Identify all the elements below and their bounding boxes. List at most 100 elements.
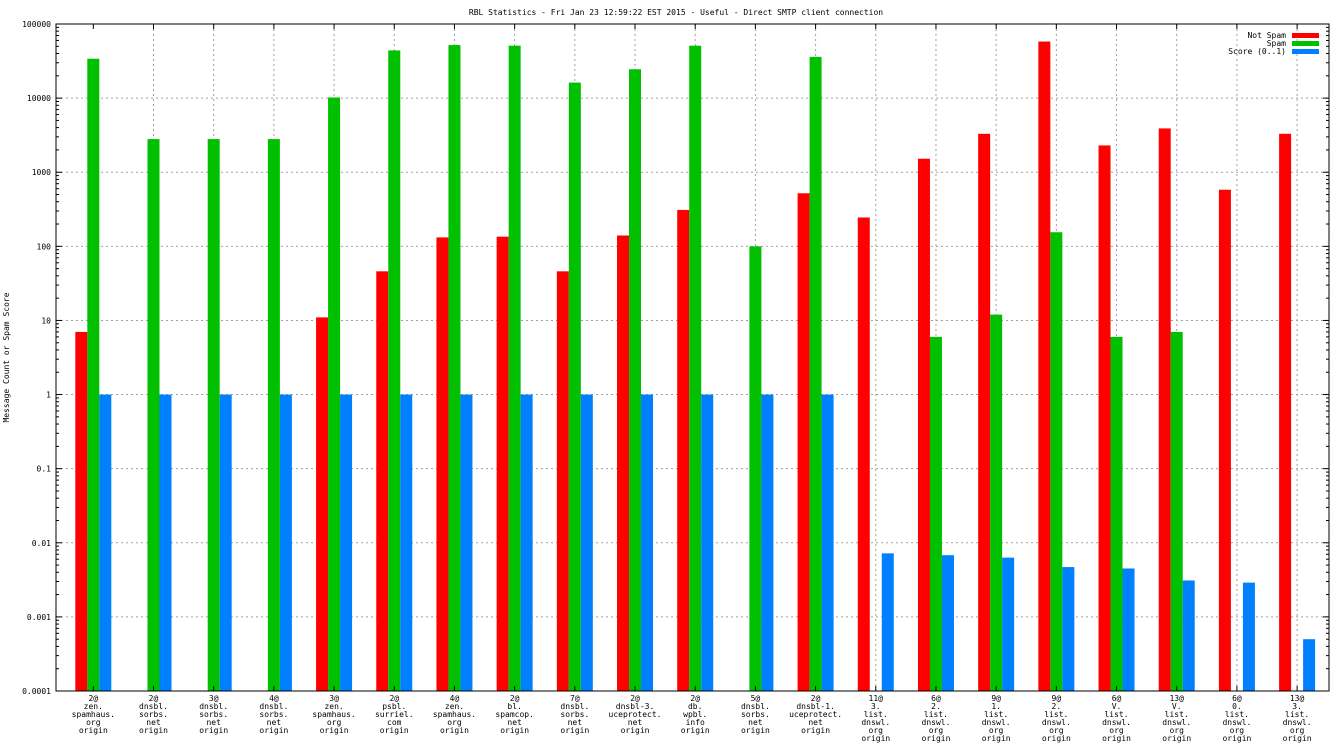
bar-not-spam [978, 133, 991, 692]
y-tick-label: 0.0001 [22, 687, 51, 696]
plot-frame [55, 23, 1330, 692]
y-tick-label: 10 [41, 316, 51, 325]
x-tick-label-line: origin [982, 734, 1011, 743]
x-tick-label-line: origin [259, 726, 288, 735]
x-tick-label-line: spamhaus. [312, 710, 355, 719]
x-tick-label-line: origin [1162, 734, 1191, 743]
bar-spam [1170, 331, 1183, 691]
x-tick-label-line: spamcop. [495, 710, 534, 719]
bar-score [941, 555, 954, 691]
x-tick-label-line: sorbs. [741, 710, 770, 719]
bar-spam [328, 97, 341, 691]
x-tick-label-line: org [447, 718, 462, 727]
bar-not-spam [677, 209, 690, 691]
x-tick-label-line: org [929, 726, 944, 735]
x-tick-label-line: origin [380, 726, 409, 735]
x-tick-label-line: origin [861, 734, 890, 743]
x-tick-label-line: uceprotect. [609, 710, 662, 719]
x-tick-label-line: dnswl. [922, 718, 951, 727]
bar-score [99, 394, 112, 691]
x-tick-label-line: list. [1044, 710, 1068, 719]
x-tick-label-line: db. [688, 702, 702, 711]
bar-spam [1050, 232, 1063, 691]
x-tick-label-line: dnswl. [1042, 718, 1071, 727]
x-tick-label-line: surriel. [375, 710, 414, 719]
x-tick-label: 13@ 3. list. dnswl. org origin [1283, 694, 1312, 743]
x-tick-label-line: spamhaus. [433, 710, 476, 719]
x-tick-label-line: com [387, 718, 402, 727]
x-tick-label-line: 2. [931, 702, 941, 711]
x-tick-label-line: list. [1285, 710, 1309, 719]
x-tick-label-line: dnsbl. [741, 702, 770, 711]
x-tick-label-line: dnswl. [1283, 718, 1312, 727]
x-tick-label: 6@ V. list. dnswl. org origin [1102, 694, 1131, 743]
x-tick-label-line: dnsbl. [259, 702, 288, 711]
x-tick-label: 2@ zen. spamhaus. org origin [72, 694, 115, 735]
bar-score [460, 394, 473, 691]
bar-not-spam [376, 271, 389, 691]
x-tick-label-line: org [1109, 726, 1124, 735]
x-tick-label: 13@ V. list. dnswl. org origin [1162, 694, 1191, 743]
x-tick-label-line: origin [139, 726, 168, 735]
x-tick-label-line: dnswl. [1222, 718, 1251, 727]
x-tick-label-line: 6@ [931, 694, 941, 703]
x-tick-label-line: org [989, 726, 1004, 735]
x-tick-label: 6@ 2. list. dnswl. org origin [922, 694, 951, 743]
x-tick-label-line: sorbs. [560, 710, 589, 719]
bar-score [881, 553, 894, 691]
x-tick-label-line: dnsbl-1. [796, 702, 835, 711]
x-tick-label-line: 3. [871, 702, 881, 711]
x-tick-label-line: net [628, 718, 643, 727]
bar-score [821, 394, 834, 691]
x-tick-label: 3@ zen. spamhaus. org origin [312, 694, 355, 735]
x-tick-label-line: dnswl. [982, 718, 1011, 727]
bar-score [1062, 567, 1075, 691]
y-tick-label: 0.1 [37, 465, 52, 474]
x-tick-label-line: org [86, 718, 101, 727]
bar-score [159, 394, 172, 691]
bar-score [1303, 639, 1316, 691]
bar-not-spam [1218, 189, 1231, 692]
y-tick-label: 1 [46, 391, 51, 400]
x-tick-label-line: 2. [1052, 702, 1062, 711]
x-tick-label-line: uceprotect. [789, 710, 842, 719]
x-tick-label-line: origin [440, 726, 469, 735]
x-tick-label-line: org [327, 718, 342, 727]
x-tick-label-line: V. [1112, 702, 1122, 711]
x-tick-label-line: 9@ [1052, 694, 1062, 703]
x-tick-label-line: origin [681, 726, 710, 735]
x-tick-label-line: 7@ [570, 694, 580, 703]
x-tick-label: 5@ dnsbl. sorbs. net origin [741, 694, 770, 735]
x-tick-label-line: 4@ [450, 694, 460, 703]
legend-swatch [1292, 41, 1319, 46]
x-tick-label-line: list. [984, 710, 1008, 719]
bar-score [279, 394, 292, 691]
bar-spam [689, 45, 702, 691]
x-tick-label-line: 3. [1292, 702, 1302, 711]
x-tick-label: 4@ dnsbl. sorbs. net origin [259, 694, 288, 735]
bar-score [340, 394, 353, 691]
x-tick-label-line: origin [560, 726, 589, 735]
x-tick-label-line: 2@ [149, 694, 159, 703]
x-tick-label-line: zen. [445, 702, 464, 711]
x-tick-label-line: net [267, 718, 282, 727]
x-tick-label-line: dnsbl. [199, 702, 228, 711]
bar-score [1002, 557, 1015, 691]
x-tick-label-line: 0. [1232, 702, 1242, 711]
x-tick-label-line: net [507, 718, 522, 727]
x-tick-label-line: 5@ [751, 694, 761, 703]
x-tick-label-line: org [1290, 726, 1305, 735]
x-tick-label-line: 13@ [1290, 694, 1305, 703]
x-tick-label-line: dnswl. [1162, 718, 1191, 727]
bar-not-spam [1279, 133, 1292, 692]
x-tick-label-line: origin [320, 726, 349, 735]
x-tick-label-line: spamhaus. [72, 710, 115, 719]
x-tick-label-line: origin [922, 734, 951, 743]
bar-score [1242, 582, 1255, 691]
x-tick-label-line: 3@ [329, 694, 339, 703]
x-tick-label-line: 6@ [1112, 694, 1122, 703]
x-tick-label-line: sorbs. [199, 710, 228, 719]
bar-spam [87, 58, 100, 692]
